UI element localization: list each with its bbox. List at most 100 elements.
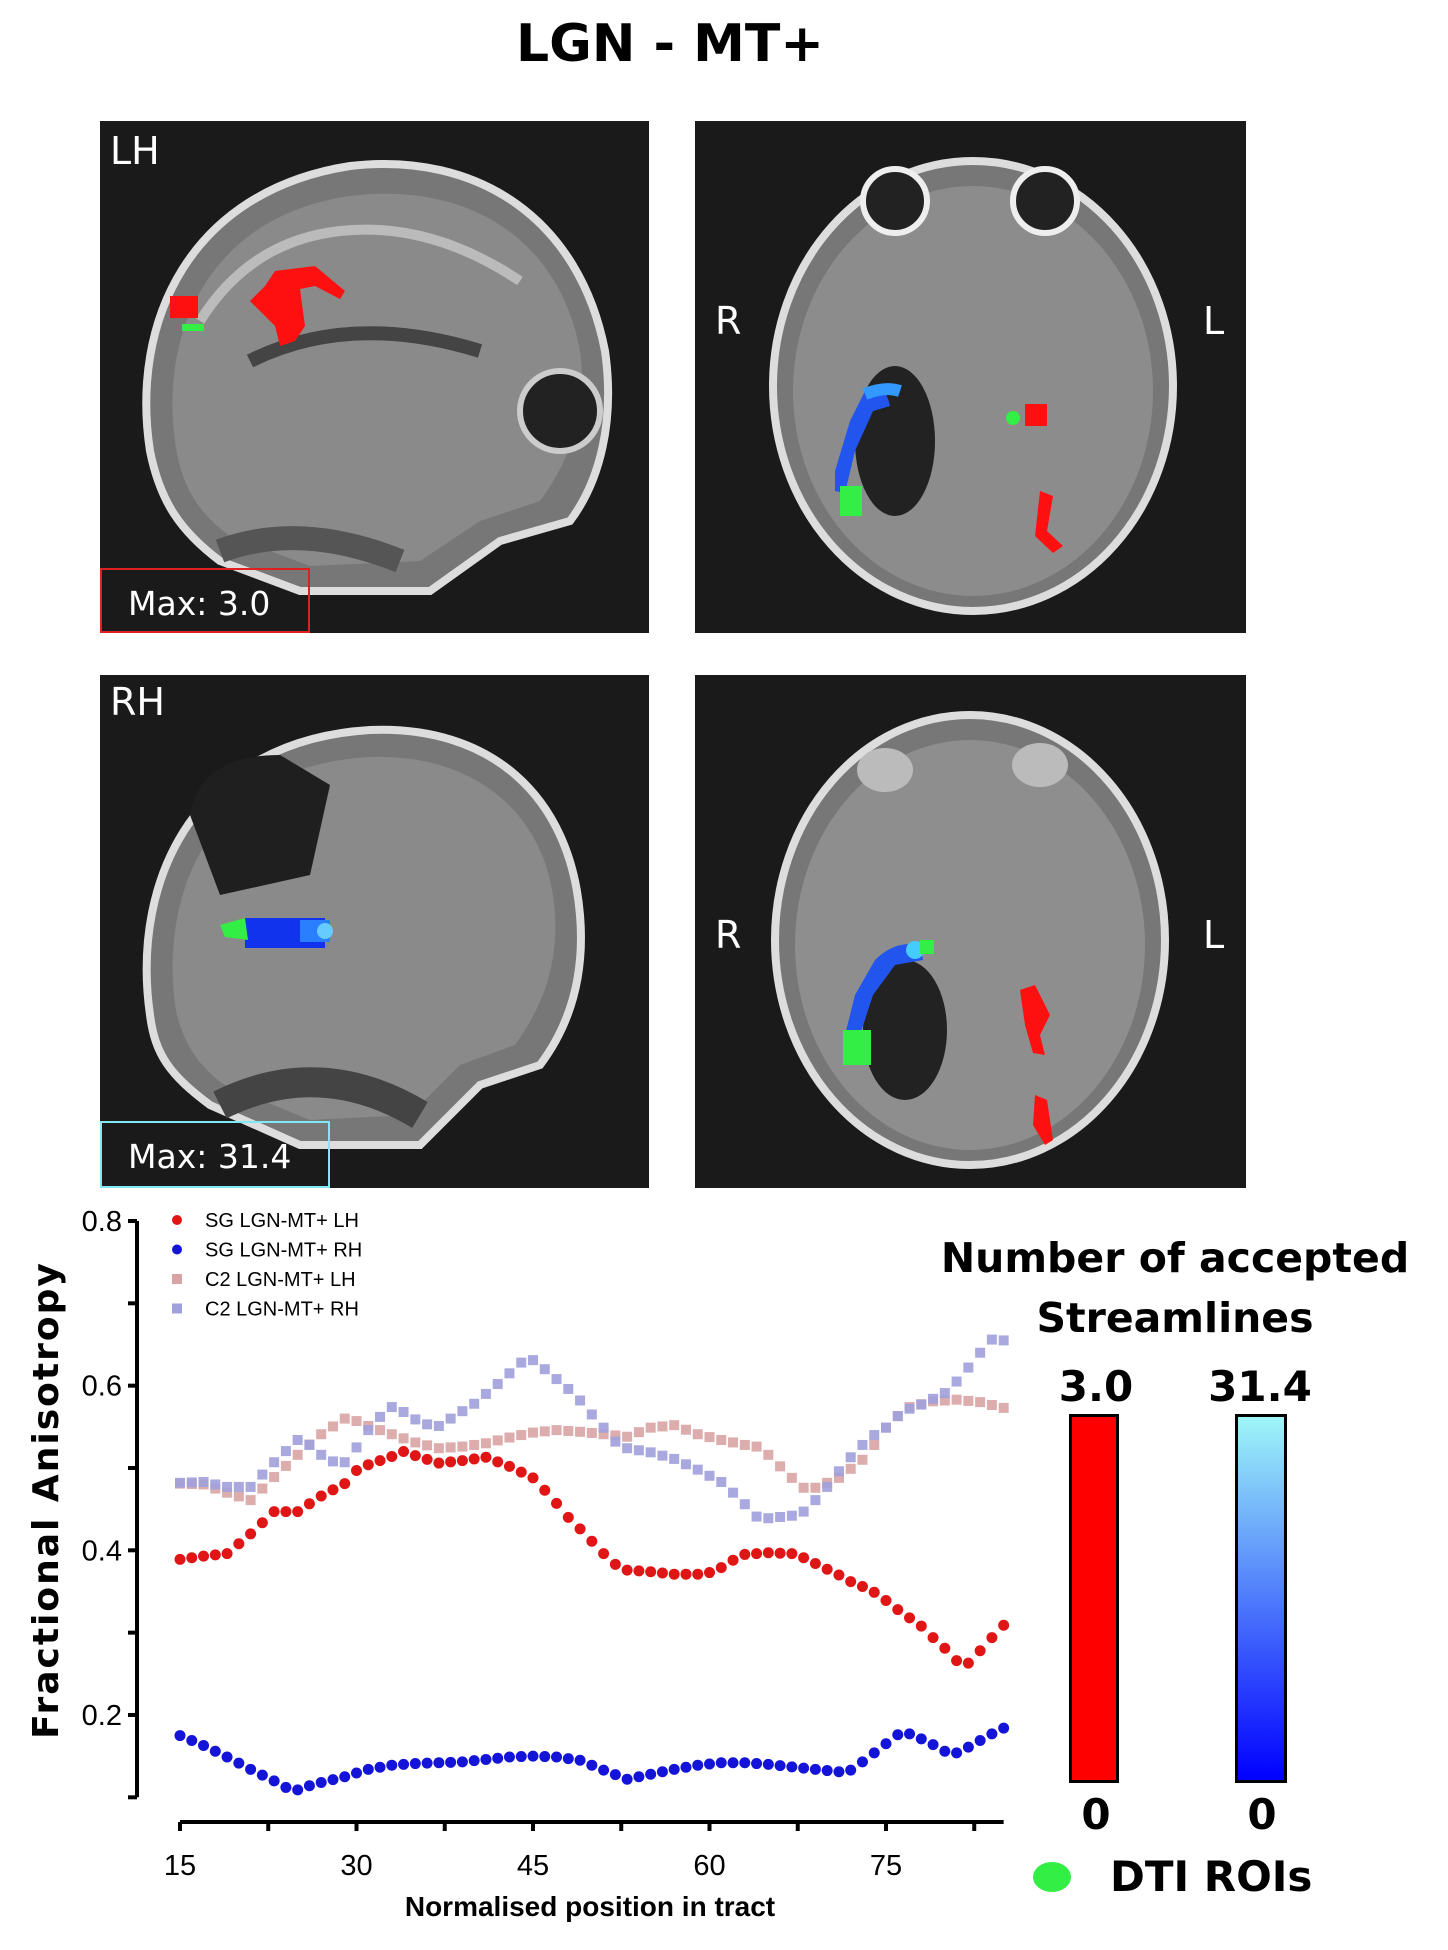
data-point — [692, 1568, 704, 1580]
data-point — [798, 1506, 809, 1517]
data-point — [692, 1429, 703, 1440]
data-point — [268, 1506, 280, 1518]
data-point — [433, 1443, 444, 1454]
data-point — [962, 1657, 974, 1669]
data-point — [339, 1771, 351, 1783]
data-point — [586, 1427, 597, 1438]
data-point — [398, 1407, 409, 1418]
data-point — [422, 1440, 433, 1451]
data-point — [857, 1454, 868, 1465]
data-point — [786, 1510, 797, 1521]
data-point — [445, 1756, 457, 1768]
data-point — [892, 1729, 904, 1741]
data-point — [692, 1464, 703, 1475]
data-point — [645, 1566, 657, 1578]
panel-axial-top: R L — [695, 121, 1246, 633]
data-point — [303, 1498, 315, 1510]
data-point — [257, 1469, 268, 1480]
data-point — [763, 1449, 774, 1460]
data-point — [351, 1416, 362, 1427]
data-point — [351, 1442, 362, 1453]
data-point — [704, 1432, 715, 1443]
left-side-label: L — [1203, 299, 1225, 343]
data-point — [245, 1528, 257, 1540]
data-point — [480, 1753, 492, 1765]
data-point — [633, 1771, 645, 1783]
data-point — [939, 1388, 950, 1399]
data-point — [198, 1739, 210, 1751]
data-point — [375, 1425, 386, 1436]
legend-marker — [172, 1215, 182, 1225]
data-point — [610, 1436, 621, 1447]
colorbar-title-line2: Streamlines — [1036, 1294, 1314, 1342]
data-point — [339, 1478, 351, 1490]
sagittal-brain-image — [142, 725, 585, 1149]
data-point — [327, 1774, 339, 1786]
data-point — [492, 1379, 503, 1390]
data-point — [492, 1752, 504, 1764]
data-point — [728, 1437, 739, 1448]
data-point — [928, 1393, 939, 1404]
data-point — [845, 1764, 857, 1776]
data-point — [339, 1413, 350, 1424]
legend-marker — [172, 1303, 182, 1314]
y-tick-label: 0.4 — [82, 1535, 122, 1567]
data-point — [880, 1738, 892, 1750]
data-point — [421, 1757, 433, 1769]
colorbar-title: Number of accepted Streamlines — [930, 1228, 1420, 1348]
data-point — [339, 1457, 350, 1468]
data-point — [939, 1745, 951, 1757]
data-point — [174, 1730, 186, 1742]
data-point — [327, 1421, 338, 1432]
data-point — [303, 1780, 315, 1792]
data-point — [998, 1619, 1010, 1631]
data-point — [727, 1757, 739, 1769]
data-point — [198, 1476, 209, 1487]
data-point — [551, 1497, 563, 1509]
data-point — [468, 1755, 480, 1767]
data-point — [598, 1548, 610, 1560]
data-point — [775, 1511, 786, 1522]
data-point — [469, 1398, 480, 1409]
data-point — [833, 1569, 845, 1581]
data-point — [362, 1459, 374, 1471]
data-point — [633, 1445, 644, 1456]
data-point — [951, 1655, 963, 1667]
data-point — [857, 1439, 868, 1450]
data-point — [622, 1443, 633, 1454]
data-point — [809, 1557, 821, 1569]
data-point — [786, 1548, 798, 1560]
data-point — [845, 1452, 856, 1463]
data-point — [680, 1424, 691, 1435]
data-point — [422, 1419, 433, 1430]
data-point — [503, 1751, 515, 1763]
panel-sagittal-rh: RH Max: 31.4 — [100, 675, 649, 1188]
data-point — [668, 1763, 680, 1775]
data-point — [998, 1722, 1010, 1734]
data-point — [445, 1442, 456, 1453]
data-point — [586, 1759, 598, 1771]
data-point — [621, 1564, 633, 1576]
data-point — [962, 1741, 974, 1753]
left-side-label: L — [1203, 913, 1225, 957]
data-point — [692, 1759, 704, 1771]
data-point — [598, 1422, 609, 1433]
data-point — [198, 1550, 210, 1562]
data-point — [833, 1472, 844, 1483]
data-point — [904, 1728, 916, 1740]
hemisphere-label: LH — [110, 129, 160, 173]
data-point — [327, 1456, 338, 1467]
data-point — [256, 1517, 268, 1529]
data-point — [315, 1776, 327, 1788]
data-point — [362, 1763, 374, 1775]
data-point — [609, 1769, 621, 1781]
data-point — [186, 1552, 198, 1564]
roi-label: DTI ROIs — [1110, 1852, 1313, 1901]
data-point — [539, 1484, 551, 1496]
y-tick-label: 0.2 — [82, 1700, 122, 1732]
data-point — [656, 1567, 668, 1579]
data-point — [951, 1747, 963, 1759]
data-point — [398, 1433, 409, 1444]
data-point — [610, 1430, 621, 1441]
data-point — [822, 1481, 833, 1492]
